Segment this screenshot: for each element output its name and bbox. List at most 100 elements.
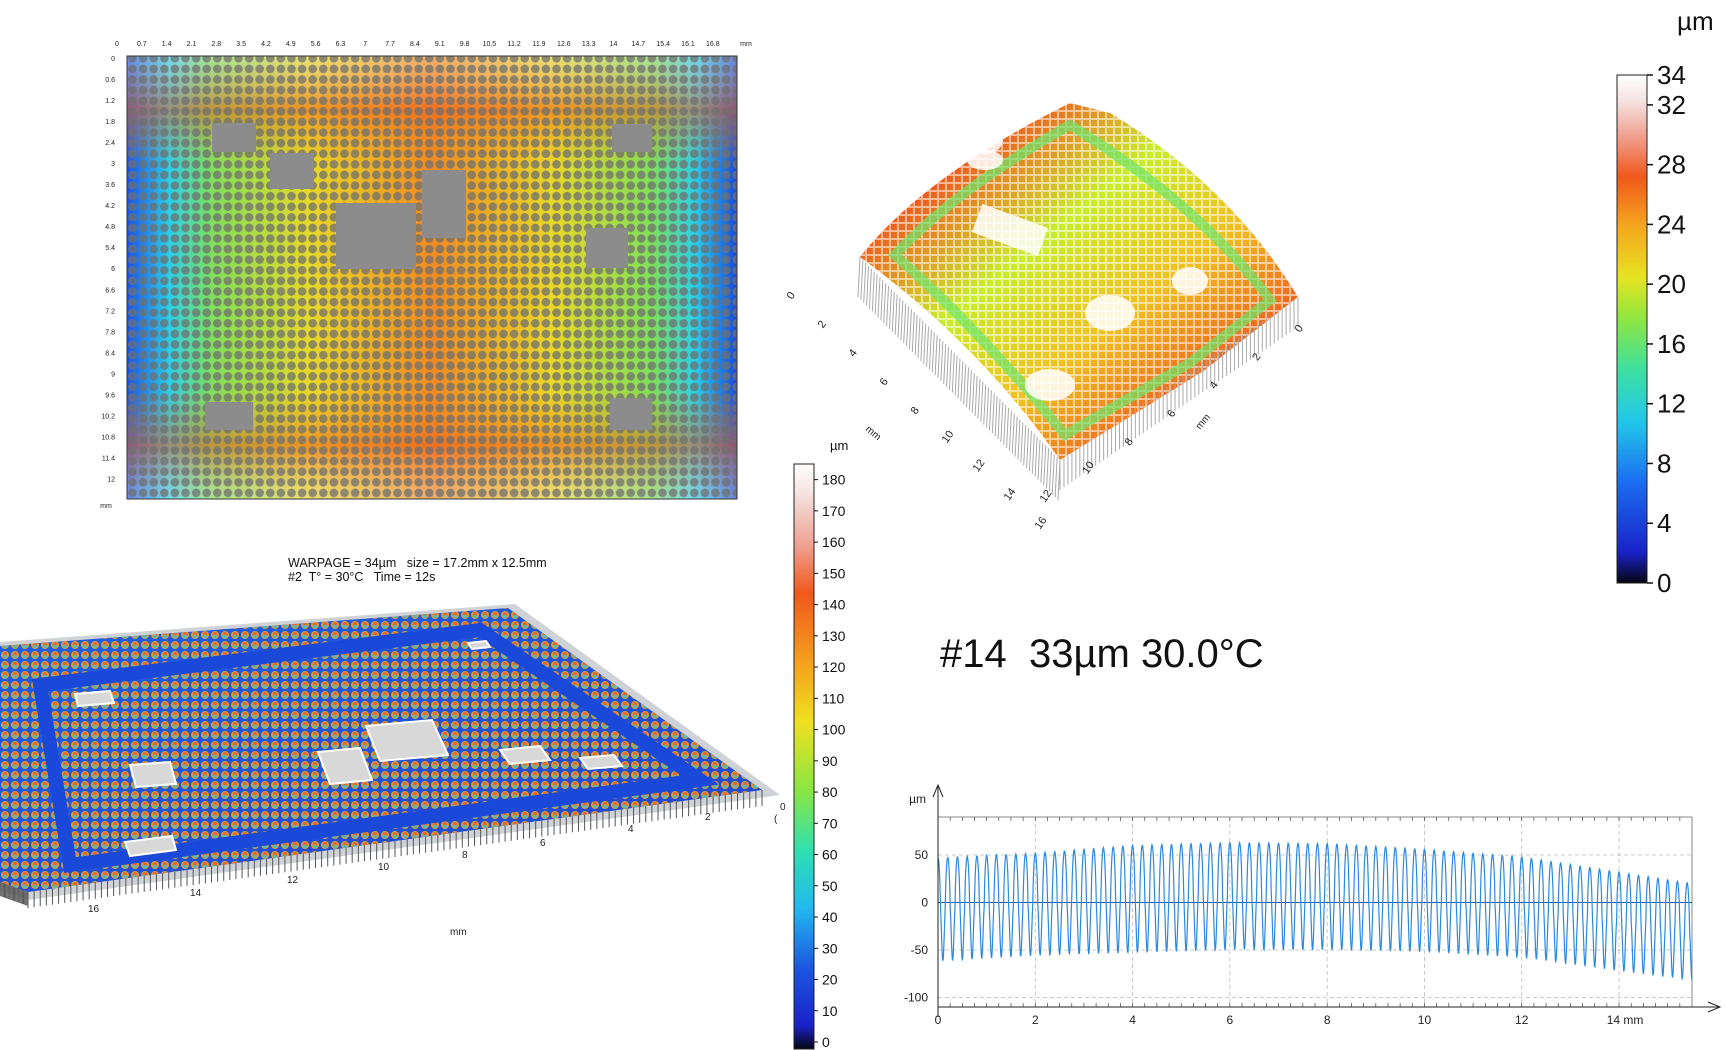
bump-axis-tick: 6 xyxy=(540,838,546,849)
pin-line xyxy=(997,399,1001,440)
map-x-tick: 14.7 xyxy=(632,41,646,48)
colorbar-bump-tick: 120 xyxy=(822,659,846,675)
map-y-tick: 10.8 xyxy=(101,434,115,441)
pin-line xyxy=(1020,422,1024,463)
colorbar-bump-tick: 40 xyxy=(822,909,838,925)
map-x-tick: 7 xyxy=(363,41,367,48)
colorbar-bump-tick: 150 xyxy=(822,565,846,581)
pin-line xyxy=(943,343,947,385)
pin-line xyxy=(1000,401,1004,443)
map-y-tick: 3 xyxy=(111,161,115,168)
map-y-tick: 6.6 xyxy=(105,287,115,294)
map-x-tick: 11.2 xyxy=(508,41,521,48)
pin-line xyxy=(986,387,990,428)
pin-line xyxy=(980,381,984,422)
bump-axis-tick: 0 xyxy=(780,802,786,813)
colorbar-warpage-tick: 12 xyxy=(1657,389,1686,419)
colorbar-warpage-tick: 34 xyxy=(1657,60,1686,90)
pin-line xyxy=(926,326,930,367)
pin-line xyxy=(1034,436,1038,477)
pin-line xyxy=(888,288,892,329)
pin-line xyxy=(903,303,907,344)
pin-line xyxy=(1040,442,1044,483)
pin-line xyxy=(948,349,952,390)
warp-right-unit: mm xyxy=(1194,412,1213,432)
warp-right-tick: 0 xyxy=(1293,323,1306,335)
pin-line xyxy=(920,320,924,361)
map-y-tick: 1.8 xyxy=(105,119,115,126)
map-x-tick: 9.8 xyxy=(460,41,470,48)
pin-line xyxy=(971,372,975,414)
warp-left-tick: 16 xyxy=(1033,515,1050,532)
colorbar-bump-tick: 140 xyxy=(822,597,846,613)
pin-line xyxy=(1006,407,1010,448)
colorbar-bump-tick: 80 xyxy=(822,784,838,800)
bump-axis-tick: 16 xyxy=(88,904,100,915)
warpage-info: WARPAGE = 34µm size = 17.2mm x 12.5mm #2… xyxy=(288,556,547,584)
pin-line xyxy=(863,262,867,303)
map-x-tick: 15.4 xyxy=(656,41,670,48)
warp-left-tick: 0 xyxy=(785,290,798,302)
profile-grid xyxy=(937,816,1693,1008)
pin-line xyxy=(928,329,932,370)
bump-axis-tick: 4 xyxy=(628,824,634,835)
warp-left-tick: 10 xyxy=(940,429,957,446)
map-x-tick: 14 xyxy=(610,41,618,48)
pin-line xyxy=(923,323,927,364)
profile-x-tick: 14 mm xyxy=(1607,1013,1644,1027)
panel-2d-map: 0 0.7 1.4 2.1 2.8 3.5 4.2 4.9 5.6 6.3 7 7.7 8.4 9.1 9.… xyxy=(100,41,752,510)
profile-series-line xyxy=(937,840,1693,981)
colorbar-bump-tick: 180 xyxy=(822,472,846,488)
pin-line xyxy=(960,361,964,402)
pin-line xyxy=(1031,433,1035,474)
map-y-tick: 7.8 xyxy=(105,329,115,336)
map-y-tick: 12 xyxy=(107,476,115,483)
colorbar-bump-tick: 90 xyxy=(822,753,838,769)
map-x-tick: 4.2 xyxy=(261,41,271,48)
pin-line xyxy=(891,291,895,332)
map-y-tick: 9.6 xyxy=(105,392,115,399)
pin-line xyxy=(983,384,987,425)
map-y-tick: 11.4 xyxy=(102,455,115,462)
bump-axis-tick: 8 xyxy=(462,850,468,861)
map-x-tick: 6.3 xyxy=(336,41,346,48)
warp-right-tick: 2 xyxy=(1250,351,1263,363)
colorbar-bump-tick: 100 xyxy=(822,722,846,738)
warpage-info-line2: #2 T° = 30°C Time = 12s xyxy=(288,570,436,584)
colorbar-warpage-tick: 4 xyxy=(1657,508,1671,538)
pin-line xyxy=(991,393,995,434)
pin-line xyxy=(988,390,992,431)
svg-text:(: ( xyxy=(774,814,778,825)
colorbar-warpage-tick: 0 xyxy=(1657,568,1671,598)
pin-line xyxy=(968,370,972,411)
pin-line xyxy=(871,271,875,312)
pin-line xyxy=(874,274,878,315)
map-y-unit: mm xyxy=(100,503,112,510)
map-x-tick: 10.5 xyxy=(483,41,497,48)
pin-line xyxy=(937,338,941,379)
map-y-tick: 3.6 xyxy=(105,182,115,189)
pin-line xyxy=(1048,451,1052,492)
map-x-tick: 0.7 xyxy=(137,41,147,48)
map-x-tick: 2.8 xyxy=(211,41,221,48)
profile-x-tick: 8 xyxy=(1324,1013,1331,1027)
map-x-tick: 4.9 xyxy=(286,41,296,48)
map-y-tick: 0.6 xyxy=(105,77,115,84)
pin-line xyxy=(963,364,967,405)
map-y-tick: 0 xyxy=(111,56,115,63)
warp-right-tick: 6 xyxy=(1165,408,1178,420)
profile-x-tick: 2 xyxy=(1032,1013,1039,1027)
pin-line xyxy=(1003,404,1007,445)
profile-frame xyxy=(937,816,1693,1008)
pin-line xyxy=(868,268,872,309)
profile-y-arrow xyxy=(932,783,944,798)
profile-y-tick: 0 xyxy=(921,896,928,910)
pin-line xyxy=(994,396,998,437)
pin-line xyxy=(1051,454,1055,495)
map-x-tick: 16.8 xyxy=(706,41,720,48)
colorbar-bump-unit: µm xyxy=(830,438,848,453)
bump-axis-tick: 14 xyxy=(190,888,202,899)
pin-line xyxy=(914,314,918,356)
pin-line xyxy=(906,306,910,347)
colorbar-bump-height: µm 0 10 20 30 40 50 60 70 80 90 100 110 120 130 140 150… xyxy=(793,438,848,1050)
